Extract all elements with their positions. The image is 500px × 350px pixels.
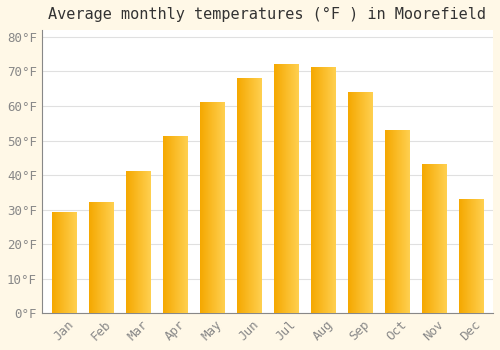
Title: Average monthly temperatures (°F ) in Moorefield: Average monthly temperatures (°F ) in Mo…: [48, 7, 486, 22]
